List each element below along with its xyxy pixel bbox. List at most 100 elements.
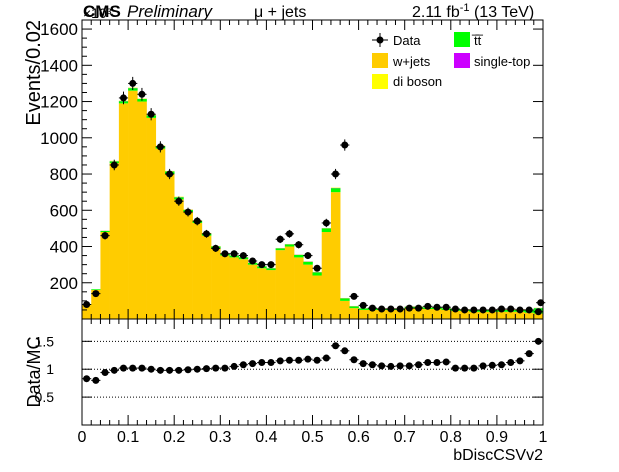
ratio-point: [83, 375, 91, 383]
y-tick-label: 200: [50, 274, 78, 293]
data-point: [147, 110, 155, 118]
legend-entry-data: Data: [372, 33, 421, 48]
bar-wjets-bin-14: [211, 248, 221, 319]
bar-wjets-bin-13: [201, 235, 212, 319]
bar-wjets-bin-12: [192, 222, 203, 319]
x-tick-label: 0.2: [163, 429, 185, 446]
legend-entry-singletop: single-top: [454, 53, 530, 69]
data-point: [537, 299, 545, 307]
bar-wjets-bin-1: [91, 290, 101, 319]
data-point: [525, 306, 533, 314]
data-point: [175, 197, 183, 205]
bar-wjets-bin-21: [275, 250, 286, 319]
bar-wjets-bin-45: [496, 311, 507, 319]
bar-wjets-bin-23: [294, 257, 304, 319]
bar-tt-bin-20: [266, 268, 276, 271]
bar-wjets-bin-15: [220, 255, 230, 319]
bar-tt-bin-24: [303, 261, 313, 265]
data-point: [313, 264, 321, 272]
y-tick-label: 1600: [40, 20, 78, 39]
bar-wjets-bin-35: [404, 308, 415, 319]
legend-label-data: Data: [393, 33, 421, 48]
bar-wjets-bin-18: [247, 264, 258, 319]
x-tick-label: 0.1: [117, 429, 139, 446]
ratio-point: [415, 361, 423, 369]
lumi-exponent: -1: [460, 2, 470, 14]
data-point: [166, 170, 174, 178]
ratio-y-axis: 0.5 1 1.5: [35, 333, 543, 405]
legend-swatch-wjets: [372, 53, 388, 68]
data-point: [479, 306, 487, 314]
data-point: [442, 303, 450, 311]
ratio-point: [276, 357, 284, 365]
ratio-point: [166, 366, 174, 374]
bar-wjets-bin-38: [432, 309, 442, 319]
legend-label-singletop: single-top: [474, 54, 530, 69]
ratio-point: [507, 359, 515, 367]
bar-wjets-bin-46: [506, 311, 516, 319]
data-point: [267, 261, 275, 269]
ratio-point: [193, 365, 201, 373]
bar-wjets-bin-25: [312, 275, 323, 319]
ratio-point: [359, 360, 367, 368]
bar-tt-bin-23: [294, 254, 304, 258]
x-tick-label: 0.6: [347, 429, 369, 446]
data-point: [285, 230, 293, 238]
data-point: [415, 304, 423, 312]
data-point: [276, 235, 284, 243]
plot-header: ×10³ CMS Preliminary μ + jets 2.11 fb-1 …: [83, 2, 534, 21]
bar-wjets-bin-48: [524, 312, 535, 319]
ratio-point: [350, 356, 358, 364]
ratio-y-tick-label: 0.5: [35, 389, 55, 405]
y-tick-label: 400: [50, 238, 78, 257]
bar-tt-bin-26: [321, 228, 332, 233]
data-point: [138, 90, 146, 98]
data-point: [258, 261, 266, 269]
legend-swatch-singletop: [454, 53, 470, 68]
bar-wjets-bin-36: [413, 308, 424, 319]
bar-wjets-bin-9: [164, 174, 175, 319]
ratio-point: [295, 356, 303, 364]
data-point: [119, 94, 127, 102]
ratio-points: [82, 337, 543, 384]
ratio-point: [451, 364, 459, 372]
data-point: [498, 305, 506, 313]
data-point: [424, 302, 432, 310]
data-point: [202, 230, 210, 238]
x-axis-label: bDiscCSVv2: [453, 447, 543, 464]
data-point: [83, 301, 91, 309]
bar-wjets-bin-32: [377, 309, 387, 319]
x-tick-label: 0.8: [440, 429, 462, 446]
data-point: [221, 250, 229, 258]
ratio-point: [221, 364, 229, 372]
ratio-point: [488, 361, 496, 369]
ratio-point: [110, 366, 118, 374]
x-tick-label: 0.7: [394, 429, 416, 446]
ratio-point: [470, 364, 478, 372]
bar-tt-bin-28: [340, 298, 350, 301]
data-point: [129, 79, 137, 87]
bar-wjets-bin-39: [441, 309, 452, 319]
ratio-point: [387, 362, 395, 370]
ratio-point: [479, 362, 487, 370]
bar-wjets-bin-41: [460, 310, 470, 319]
ratio-point: [239, 361, 247, 369]
x-tick-label: 0.9: [486, 429, 508, 446]
data-point: [322, 219, 330, 227]
bar-wjets-bin-42: [469, 311, 479, 319]
bar-wjets-bin-7: [146, 117, 157, 319]
bar-tt-bin-22: [284, 244, 295, 247]
data-point: [92, 290, 100, 298]
data-point: [193, 217, 201, 225]
data-point: [184, 208, 192, 216]
data-point: [350, 292, 358, 300]
stacked-histogram: [82, 87, 544, 319]
data-point: [470, 306, 478, 314]
data-point: [304, 252, 312, 260]
y-tick-label: 1400: [40, 56, 78, 75]
ratio-point: [101, 369, 109, 377]
preliminary-label: Preliminary: [127, 2, 214, 21]
legend-data-marker: [376, 36, 384, 44]
ratio-point: [304, 355, 312, 363]
ratio-y-tick-label: 1.5: [35, 333, 55, 349]
